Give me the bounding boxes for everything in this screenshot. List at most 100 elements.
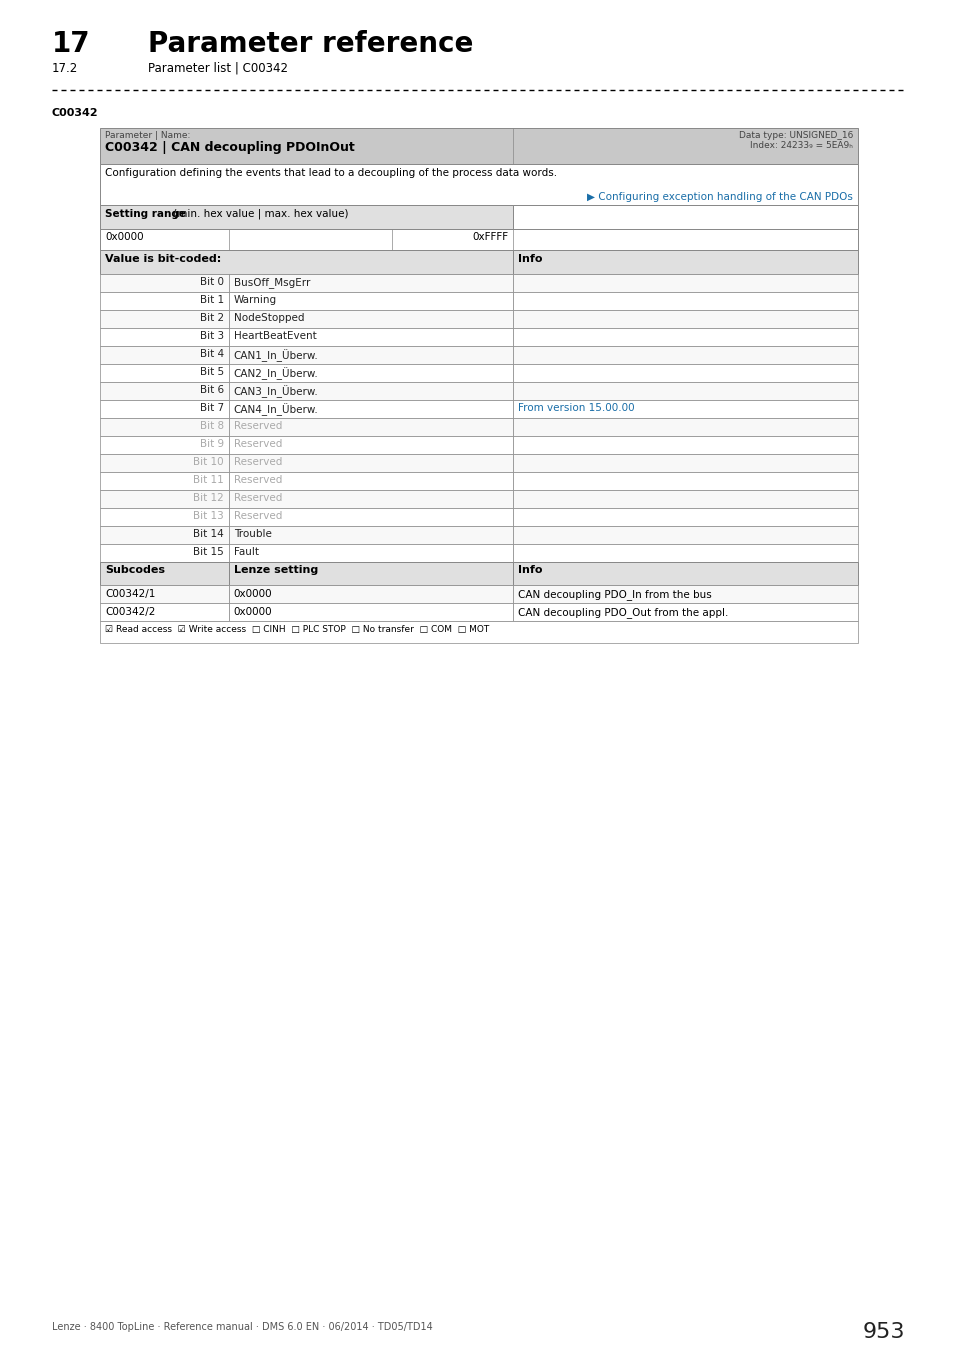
Text: ☑ Read access  ☑ Write access  □ CINH  □ PLC STOP  □ No transfer  □ COM  □ MOT: ☑ Read access ☑ Write access □ CINH □ PL… — [105, 625, 489, 633]
Bar — [229, 309, 513, 328]
Text: Bit 5: Bit 5 — [199, 367, 224, 377]
Bar — [513, 400, 857, 417]
Bar — [513, 585, 857, 603]
Bar — [229, 454, 513, 471]
Bar — [100, 471, 229, 490]
Bar — [229, 471, 513, 490]
Bar — [513, 454, 857, 471]
Text: Fault: Fault — [233, 547, 258, 558]
Bar — [100, 454, 229, 471]
Bar — [229, 328, 513, 346]
Bar — [100, 346, 229, 363]
Text: Bit 12: Bit 12 — [193, 493, 224, 504]
Bar — [229, 292, 513, 309]
Text: Bit 7: Bit 7 — [199, 404, 224, 413]
Text: Parameter list | C00342: Parameter list | C00342 — [148, 62, 288, 76]
Bar — [100, 205, 513, 228]
Text: CAN4_In_Überw.: CAN4_In_Überw. — [233, 404, 318, 416]
Text: Setting range: Setting range — [105, 209, 186, 219]
Bar — [100, 363, 229, 382]
Text: Subcodes: Subcodes — [105, 566, 165, 575]
Text: ▶ Configuring exception handling of the CAN PDOs: ▶ Configuring exception handling of the … — [586, 192, 852, 202]
Bar — [100, 621, 857, 643]
Text: From version 15.00.00: From version 15.00.00 — [517, 404, 634, 413]
Text: Parameter reference: Parameter reference — [148, 30, 473, 58]
Text: Parameter | Name:: Parameter | Name: — [105, 131, 191, 140]
Text: Bit 13: Bit 13 — [193, 512, 224, 521]
Text: C00342/2: C00342/2 — [105, 606, 155, 617]
Bar — [513, 603, 857, 621]
Bar — [100, 250, 513, 274]
Text: Configuration defining the events that lead to a decoupling of the process data : Configuration defining the events that l… — [105, 167, 557, 177]
Text: CAN decoupling PDO_In from the bus: CAN decoupling PDO_In from the bus — [517, 589, 711, 599]
Bar — [513, 205, 857, 228]
Text: Bit 3: Bit 3 — [199, 331, 224, 342]
Text: 0x0000: 0x0000 — [233, 606, 273, 617]
Text: (min. hex value | max. hex value): (min. hex value | max. hex value) — [170, 209, 348, 220]
Text: Bit 2: Bit 2 — [199, 313, 224, 323]
Text: Reserved: Reserved — [233, 421, 282, 431]
Bar — [100, 603, 229, 621]
Text: Value is bit-coded:: Value is bit-coded: — [105, 254, 221, 263]
Bar — [229, 603, 513, 621]
Text: C00342/1: C00342/1 — [105, 589, 155, 598]
Text: Bit 15: Bit 15 — [193, 547, 224, 558]
Text: Warning: Warning — [233, 296, 276, 305]
Bar — [513, 562, 857, 585]
Text: BusOff_MsgErr: BusOff_MsgErr — [233, 277, 310, 288]
Text: Bit 8: Bit 8 — [199, 421, 224, 431]
Text: Bit 1: Bit 1 — [199, 296, 224, 305]
Bar — [100, 274, 229, 292]
Bar — [100, 490, 229, 508]
Bar — [513, 436, 857, 454]
Text: Bit 10: Bit 10 — [193, 458, 224, 467]
Bar — [100, 228, 857, 250]
Bar — [513, 363, 857, 382]
Text: Bit 4: Bit 4 — [199, 350, 224, 359]
Bar — [513, 544, 857, 562]
Bar — [513, 490, 857, 508]
Bar — [229, 436, 513, 454]
Bar — [229, 562, 513, 585]
Bar — [229, 508, 513, 525]
Text: Reserved: Reserved — [233, 475, 282, 485]
Text: CAN2_In_Überw.: CAN2_In_Überw. — [233, 367, 318, 381]
Text: Info: Info — [517, 566, 542, 575]
Text: Lenze · 8400 TopLine · Reference manual · DMS 6.0 EN · 06/2014 · TD05/TD14: Lenze · 8400 TopLine · Reference manual … — [52, 1322, 433, 1332]
Bar — [513, 328, 857, 346]
Bar — [513, 346, 857, 363]
Bar — [100, 382, 229, 400]
Bar — [513, 250, 857, 274]
Text: NodeStopped: NodeStopped — [233, 313, 304, 323]
Text: Lenze setting: Lenze setting — [233, 566, 317, 575]
Text: Bit 11: Bit 11 — [193, 475, 224, 485]
Text: Reserved: Reserved — [233, 439, 282, 450]
Text: CAN1_In_Überw.: CAN1_In_Überw. — [233, 350, 318, 362]
Text: C00342: C00342 — [52, 108, 98, 117]
Bar — [513, 471, 857, 490]
Bar — [100, 309, 229, 328]
Text: Bit 9: Bit 9 — [199, 439, 224, 450]
Text: Trouble: Trouble — [233, 529, 272, 539]
Text: Reserved: Reserved — [233, 512, 282, 521]
Text: Reserved: Reserved — [233, 493, 282, 504]
Bar — [100, 163, 857, 205]
Text: Reserved: Reserved — [233, 458, 282, 467]
Bar — [513, 525, 857, 544]
Bar — [229, 382, 513, 400]
Bar — [229, 525, 513, 544]
Text: Bit 0: Bit 0 — [199, 277, 224, 288]
Bar — [100, 436, 229, 454]
Bar — [100, 417, 229, 436]
Bar — [229, 400, 513, 417]
Text: 0xFFFF: 0xFFFF — [472, 232, 508, 242]
Bar — [513, 382, 857, 400]
Text: 0x0000: 0x0000 — [233, 589, 273, 598]
Bar — [100, 328, 229, 346]
Bar — [513, 417, 857, 436]
Text: 17: 17 — [52, 30, 91, 58]
Bar — [100, 544, 229, 562]
Bar — [229, 544, 513, 562]
Text: Info: Info — [517, 254, 542, 263]
Bar — [229, 274, 513, 292]
